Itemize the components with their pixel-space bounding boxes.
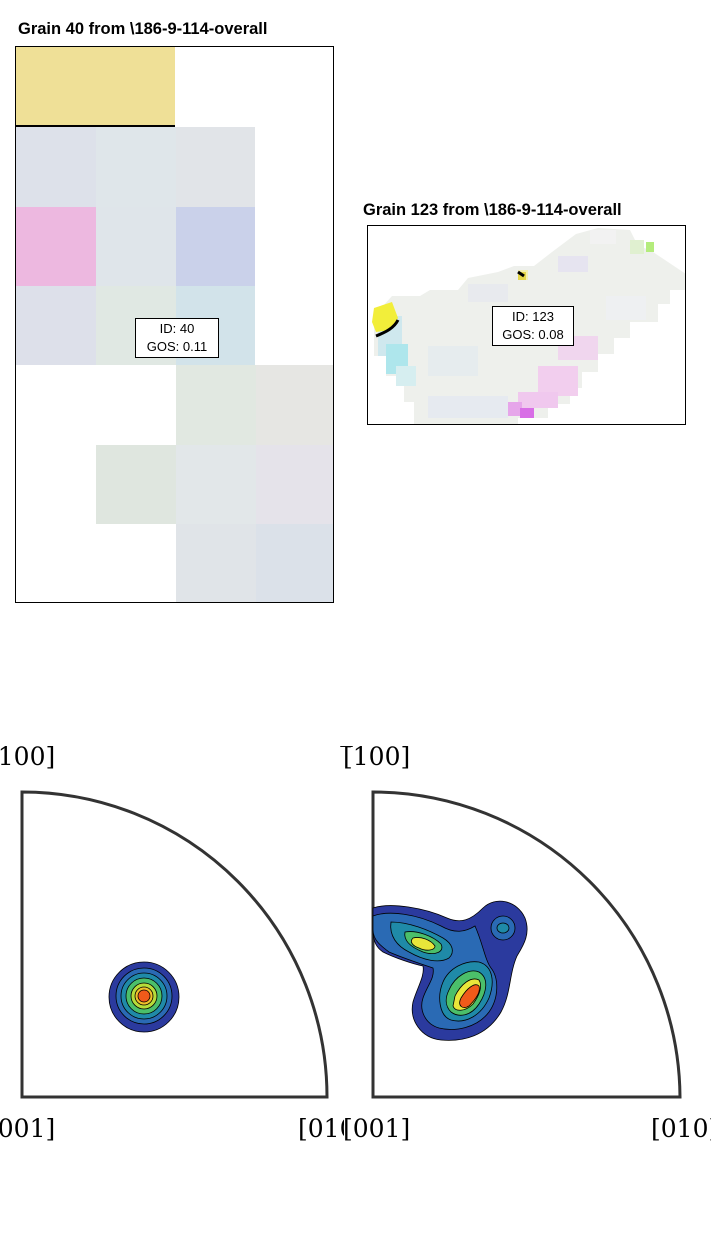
grain-id-text: ID: 40 <box>159 321 195 336</box>
grain-cell <box>176 365 256 445</box>
grain-123-title: Grain 123 from \186-9-114-overall <box>363 201 622 219</box>
ipf-left-left-label: [001] <box>0 1114 56 1143</box>
grain-pixel <box>646 242 654 252</box>
grain-pixel <box>606 296 646 320</box>
contour-level <box>411 937 436 951</box>
grain-cell <box>176 207 255 286</box>
grain-cell <box>176 445 256 524</box>
grain-cell <box>16 47 175 126</box>
grain-40-title: Grain 40 from \186-9-114-overall <box>18 20 268 38</box>
grain-gos-text: GOS: 0.11 <box>146 339 208 354</box>
grain-gos-text: GOS: 0.08 <box>502 327 564 342</box>
grain-boundary <box>16 125 175 128</box>
grain-cell <box>96 127 176 207</box>
grain-pixel <box>428 346 478 376</box>
grain-pixel <box>428 396 508 418</box>
grain-pixel <box>558 256 588 272</box>
ipf-right-contours <box>372 900 528 1041</box>
grain-cell <box>176 524 256 602</box>
grain-pixel <box>518 392 558 408</box>
ipf-right-top-label: [̅100] <box>343 742 411 771</box>
ipf-right-left-label: [001] <box>343 1114 411 1143</box>
grain-id-text: ID: 123 <box>512 309 554 324</box>
ipf-sector-outline <box>20 790 329 1099</box>
grain-pixel <box>468 284 508 302</box>
grain-boundary <box>375 319 400 338</box>
grain-cell <box>16 286 96 365</box>
grain-cell <box>256 445 333 524</box>
grain-cell <box>176 127 255 207</box>
grain-123-label: ID: 123 GOS: 0.08 <box>492 306 574 346</box>
grain-123-map: ID: 123 GOS: 0.08 <box>367 225 686 425</box>
grain-40-label: ID: 40 GOS: 0.11 <box>135 318 219 358</box>
grain-boundary <box>517 270 525 278</box>
grain-pixel-yellow <box>372 302 398 332</box>
grain-pixel <box>396 366 416 386</box>
grain-cell <box>96 207 176 286</box>
grain-40-map: ID: 40 GOS: 0.11 <box>15 46 334 603</box>
grain-pixel <box>538 366 578 396</box>
ipf-left-right-label: [010] <box>298 1114 344 1143</box>
contour-level <box>496 922 510 934</box>
grain-cell <box>16 127 96 207</box>
grain-cell <box>256 365 333 445</box>
ipf-left-contours <box>108 961 180 1033</box>
grain-pixel <box>630 240 644 254</box>
grain-pixel <box>504 402 522 416</box>
contour-level <box>459 984 480 1008</box>
ipf-right-right-label: [010] <box>651 1114 711 1143</box>
ipf-left-top-label: [̅100] <box>0 742 56 771</box>
grain-pixel <box>590 230 616 244</box>
contour-level <box>137 989 151 1003</box>
grain-pixel <box>520 408 534 418</box>
grain-cell <box>16 207 96 286</box>
grain-cell <box>256 524 333 602</box>
grain-cell <box>96 445 176 524</box>
ipf-left-plot <box>20 790 329 1099</box>
ipf-right-plot <box>371 790 682 1099</box>
